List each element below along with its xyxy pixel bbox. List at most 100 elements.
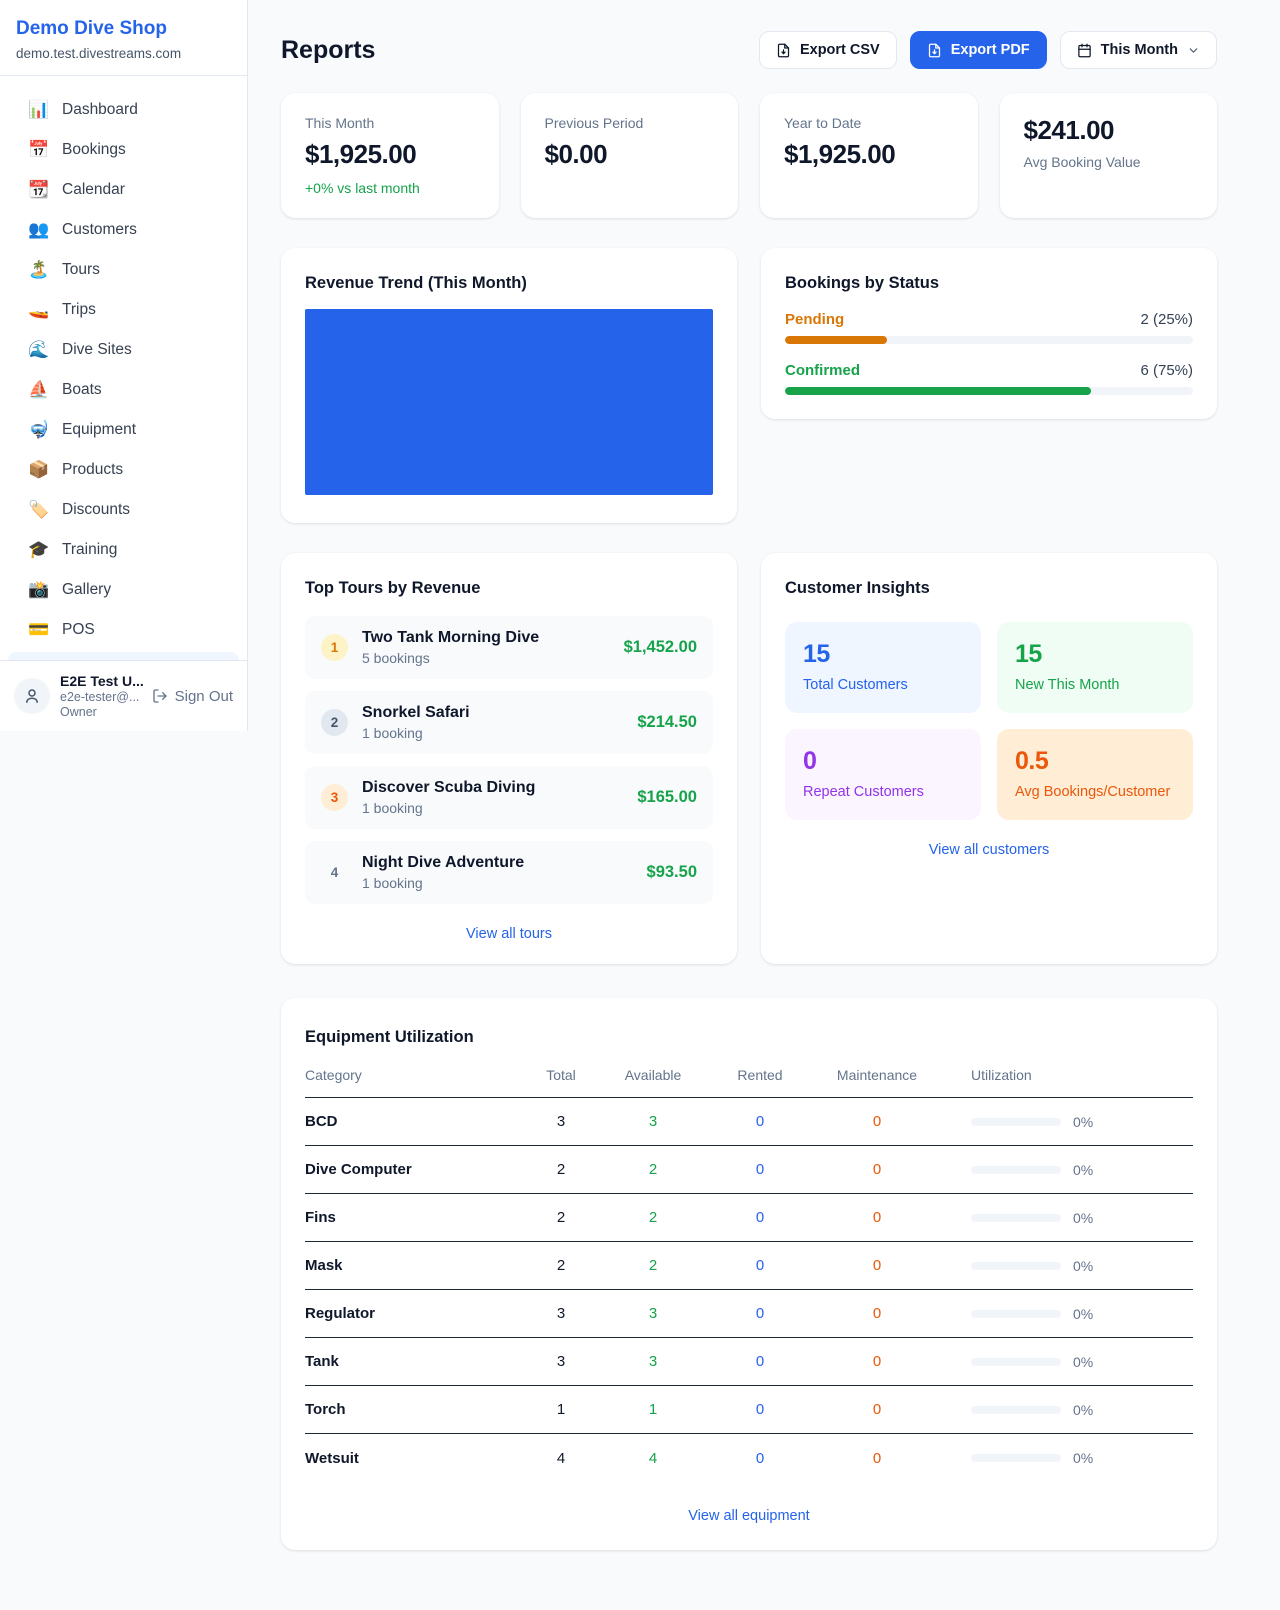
- utilization-percent: 0%: [1073, 1401, 1094, 1418]
- sidebar-item[interactable]: 📆 Calendar: [8, 170, 239, 210]
- tour-name: Two Tank Morning Dive: [362, 629, 540, 646]
- sidebar-item[interactable]: 📅 Bookings: [8, 130, 239, 170]
- nav-item-icon: 💳: [28, 620, 50, 639]
- cell-total: 1: [556, 1401, 566, 1418]
- cell-category: Mask: [305, 1257, 343, 1274]
- sidebar-item[interactable]: 👥 Customers: [8, 210, 239, 250]
- status-bar-fill: [785, 387, 1091, 395]
- export-pdf-button[interactable]: Export PDF: [909, 31, 1047, 69]
- cell-available: 3: [648, 1113, 658, 1130]
- period-dropdown[interactable]: This Month: [1059, 31, 1217, 69]
- stat-value: $241.00: [1023, 115, 1115, 145]
- tour-name: Snorkel Safari: [362, 704, 470, 721]
- nav-item-icon: 👥: [28, 220, 50, 239]
- file-download-icon: [928, 43, 940, 57]
- rank-badge: 3: [321, 784, 348, 811]
- sidebar-item[interactable]: 📊 Dashboard: [8, 90, 239, 130]
- col-utilization: Utilization: [971, 1067, 1032, 1083]
- brand-block: Demo Dive Shop demo.test.divestreams.com: [0, 0, 247, 76]
- sidebar-item[interactable]: ⛵ Boats: [8, 370, 239, 410]
- col-category: Category: [305, 1067, 362, 1083]
- sidebar-nav: 📊 Dashboard 📅 Bookings 📆 Calendar 👥 Cust…: [0, 76, 247, 650]
- table-row: Mask 2 2 0 0 0%: [305, 1242, 1193, 1290]
- tour-item: 2 Snorkel Safari 1 booking $214.50: [305, 691, 713, 754]
- charts-row: Revenue Trend (This Month) Bookings by S…: [281, 248, 1217, 523]
- tour-bookings: 1 booking: [362, 875, 423, 891]
- sidebar-item[interactable]: 🎓 Training: [8, 530, 239, 570]
- stat-card: This Month $1,925.00 +0% vs last month: [281, 93, 499, 218]
- stat-card: Avg Booking Value $241.00: [999, 93, 1217, 218]
- nav-item-label: Customers: [62, 221, 137, 238]
- col-maintenance: Maintenance: [836, 1067, 918, 1083]
- cell-total: 2: [556, 1257, 566, 1274]
- nav-item-icon: 📆: [28, 180, 50, 199]
- utilization-bar-track: [971, 1454, 1061, 1462]
- sidebar-item[interactable]: 🌊 Dive Sites: [8, 330, 239, 370]
- sidebar-item[interactable]: 🤿 Equipment: [8, 410, 239, 450]
- nav-item-label: Equipment: [62, 421, 137, 438]
- customer-insights-title: Customer Insights: [785, 579, 930, 597]
- cell-maintenance: 0: [872, 1209, 882, 1226]
- col-total: Total: [546, 1067, 576, 1083]
- revenue-trend-title: Revenue Trend (This Month): [305, 274, 527, 292]
- export-csv-label: Export CSV: [799, 42, 880, 58]
- view-all-equipment-link[interactable]: View all equipment: [688, 1508, 810, 1524]
- cell-category: Tank: [305, 1353, 339, 1370]
- view-all-tours-link[interactable]: View all tours: [466, 926, 552, 942]
- revenue-trend-card: Revenue Trend (This Month): [281, 248, 737, 523]
- rank-badge: 2: [321, 709, 348, 736]
- cell-total: 2: [556, 1161, 566, 1178]
- view-all-customers-link[interactable]: View all customers: [928, 842, 1050, 858]
- sidebar-item[interactable]: 🚤 Trips: [8, 290, 239, 330]
- tour-amount: $165.00: [637, 788, 697, 806]
- cell-maintenance: 0: [872, 1449, 882, 1467]
- period-label: This Month: [1100, 42, 1178, 58]
- chevron-down-icon: [1189, 47, 1198, 53]
- nav-item-label: Trips: [62, 301, 96, 318]
- page-title: Reports: [281, 35, 376, 64]
- user-email: e2e-tester@...: [60, 690, 140, 704]
- export-csv-button[interactable]: Export CSV: [758, 31, 897, 69]
- cell-rented: 0: [755, 1161, 765, 1178]
- nav-item-label: Products: [62, 461, 124, 478]
- utilization-bar-track: [971, 1117, 1061, 1126]
- status-bar-track: [785, 387, 1193, 395]
- utilization-percent: 0%: [1073, 1257, 1094, 1274]
- utilization-bar-track: [971, 1357, 1061, 1366]
- table-row: Fins 2 2 0 0 0%: [305, 1194, 1193, 1242]
- utilization-percent: 0%: [1073, 1161, 1094, 1178]
- nav-item-icon: 🎓: [28, 540, 50, 559]
- sign-out-button[interactable]: Sign Out: [152, 688, 233, 705]
- nav-item-icon: 🤿: [28, 420, 50, 439]
- cell-total: 3: [556, 1113, 566, 1130]
- nav-item-icon: ⛵: [28, 380, 50, 399]
- col-rented: Rented: [737, 1067, 783, 1083]
- tour-amount: $1,452.00: [623, 638, 697, 656]
- sidebar-item[interactable]: 💳 POS: [8, 610, 239, 650]
- cell-rented: 0: [755, 1401, 765, 1418]
- sidebar: Demo Dive Shop demo.test.divestreams.com…: [0, 0, 248, 731]
- insights-grid: 15 Total Customers 15 New This Month 0 R…: [785, 622, 1193, 820]
- sidebar-item[interactable]: 🏷️ Discounts: [8, 490, 239, 530]
- table-row: BCD 3 3 0 0 0%: [305, 1098, 1193, 1146]
- export-pdf-label: Export PDF: [950, 42, 1030, 58]
- utilization-bar-track: [971, 1405, 1061, 1414]
- cell-available: 2: [648, 1209, 658, 1226]
- stat-delta: +0% vs last month: [305, 180, 420, 196]
- cell-category: Fins: [305, 1209, 336, 1226]
- insight-value: 15: [1015, 640, 1042, 668]
- nav-item-label: POS: [62, 621, 95, 638]
- sidebar-item[interactable]: 🏝️ Tours: [8, 250, 239, 290]
- insight-value: 0: [803, 747, 817, 775]
- status-list: Pending 2 (25%) Confirmed 6 (75%): [785, 311, 1193, 395]
- cell-category: Wetsuit: [305, 1449, 359, 1467]
- cell-rented: 0: [755, 1113, 765, 1130]
- page-header: Reports Export CSV Export PDF This Month: [281, 31, 1217, 69]
- sidebar-item[interactable]: 📦 Products: [8, 450, 239, 490]
- sidebar-item-reports-partial[interactable]: [8, 652, 239, 660]
- cell-category: BCD: [305, 1113, 338, 1130]
- tour-info: Two Tank Morning Dive 5 bookings: [362, 629, 610, 666]
- sidebar-item[interactable]: 📸 Gallery: [8, 570, 239, 610]
- cell-maintenance: 0: [872, 1161, 882, 1178]
- col-available: Available: [624, 1067, 682, 1083]
